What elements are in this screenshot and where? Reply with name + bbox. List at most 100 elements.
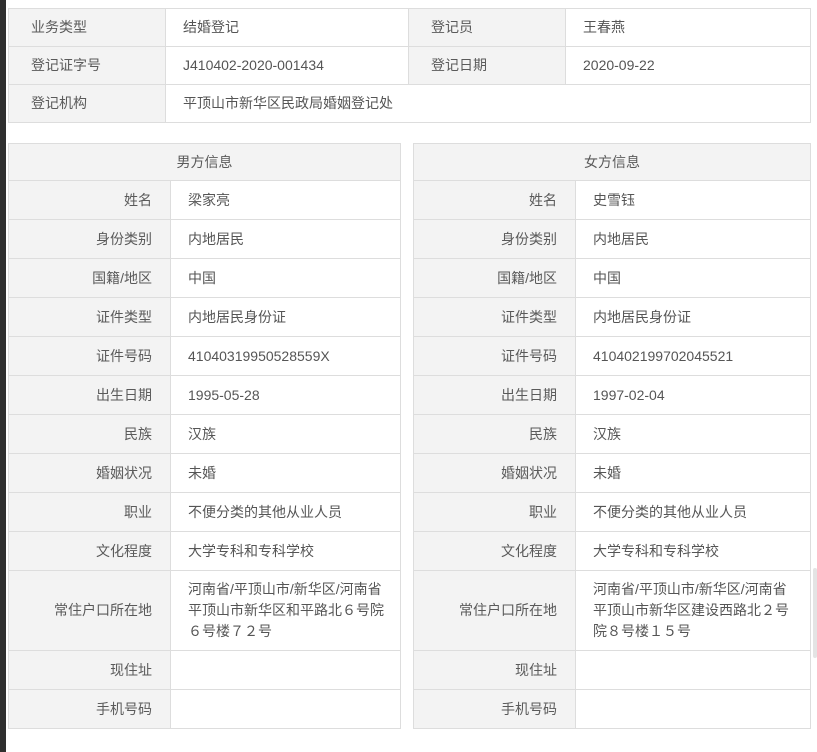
field-value — [170, 689, 401, 729]
table-row: 登记机构 平顶山市新华区民政局婚姻登记处 — [8, 84, 811, 123]
field-label: 常住户口所在地 — [413, 570, 576, 651]
scrollbar-thumb-fragment[interactable] — [813, 568, 817, 658]
field-label: 证件号码 — [413, 336, 576, 376]
table-row: 国籍/地区 中国 — [8, 258, 401, 298]
field-label: 姓名 — [413, 180, 576, 220]
field-value: 平顶山市新华区民政局婚姻登记处 — [165, 84, 811, 123]
table-row: 婚姻状况 未婚 — [8, 453, 401, 493]
field-value: 史雪钰 — [575, 180, 811, 220]
field-label: 出生日期 — [8, 375, 171, 415]
table-row: 身份类别 内地居民 — [413, 219, 811, 259]
table-row: 常住户口所在地 河南省/平顶山市/新华区/河南省平顶山市新华区建设西路北２号院８号… — [413, 570, 811, 651]
field-value: 内地居民 — [170, 219, 401, 259]
field-value — [575, 689, 811, 729]
field-value: 1997-02-04 — [575, 375, 811, 415]
female-info-table: 女方信息 姓名 史雪钰 身份类别 内地居民 国籍/地区 中国 证件类型 内地居民身份证 证件号码… — [413, 143, 811, 729]
field-label: 手机号码 — [413, 689, 576, 729]
table-row: 手机号码 — [413, 689, 811, 729]
table-row: 证件号码 41040319950528559X — [8, 336, 401, 376]
field-label: 身份类别 — [413, 219, 576, 259]
table-row: 婚姻状况 未婚 — [413, 453, 811, 493]
field-value: 结婚登记 — [165, 8, 409, 47]
field-label: 登记员 — [408, 8, 566, 47]
table-row: 文化程度 大学专科和专科学校 — [8, 531, 401, 571]
field-value: 中国 — [170, 258, 401, 298]
field-value: 河南省/平顶山市/新华区/河南省平顶山市新华区和平路北６号院６号楼７２号 — [170, 570, 401, 651]
table-row: 出生日期 1995-05-28 — [8, 375, 401, 415]
field-label: 婚姻状况 — [413, 453, 576, 493]
table-row: 常住户口所在地 河南省/平顶山市/新华区/河南省平顶山市新华区和平路北６号院６号楼… — [8, 570, 401, 651]
male-info-title: 男方信息 — [8, 143, 401, 181]
field-value: 内地居民身份证 — [575, 297, 811, 337]
field-value: 大学专科和专科学校 — [575, 531, 811, 571]
field-value: 汉族 — [170, 414, 401, 454]
field-label: 证件号码 — [8, 336, 171, 376]
field-value: 河南省/平顶山市/新华区/河南省平顶山市新华区建设西路北２号院８号楼１５号 — [575, 570, 811, 651]
table-row: 登记证字号 J410402-2020-001434 登记日期 2020-09-2… — [8, 46, 811, 85]
field-label: 手机号码 — [8, 689, 171, 729]
field-label: 证件类型 — [413, 297, 576, 337]
table-row: 职业 不便分类的其他从业人员 — [8, 492, 401, 532]
table-row: 姓名 史雪钰 — [413, 180, 811, 220]
field-value — [575, 650, 811, 690]
field-value: 梁家亮 — [170, 180, 401, 220]
female-info-title: 女方信息 — [413, 143, 811, 181]
table-row: 现住址 — [413, 650, 811, 690]
field-label: 民族 — [8, 414, 171, 454]
field-label: 证件类型 — [8, 297, 171, 337]
field-value: 中国 — [575, 258, 811, 298]
left-edge-strip — [0, 0, 6, 752]
table-row: 手机号码 — [8, 689, 401, 729]
field-value: 1995-05-28 — [170, 375, 401, 415]
table-header-row: 女方信息 — [413, 143, 811, 181]
field-label: 登记日期 — [408, 46, 566, 85]
field-label: 出生日期 — [413, 375, 576, 415]
field-label: 国籍/地区 — [8, 258, 171, 298]
field-label: 姓名 — [8, 180, 171, 220]
field-label: 登记机构 — [8, 84, 166, 123]
field-value: 内地居民身份证 — [170, 297, 401, 337]
field-value: 汉族 — [575, 414, 811, 454]
field-value: 不便分类的其他从业人员 — [170, 492, 401, 532]
field-label: 职业 — [8, 492, 171, 532]
table-row: 民族 汉族 — [8, 414, 401, 454]
field-value: J410402-2020-001434 — [165, 46, 409, 85]
field-value: 不便分类的其他从业人员 — [575, 492, 811, 532]
field-label: 业务类型 — [8, 8, 166, 47]
male-info-table: 男方信息 姓名 梁家亮 身份类别 内地居民 国籍/地区 中国 证件类型 内地居民身份证 证件号码… — [8, 143, 401, 729]
field-label: 文化程度 — [8, 531, 171, 571]
table-row: 国籍/地区 中国 — [413, 258, 811, 298]
field-label: 常住户口所在地 — [8, 570, 171, 651]
field-value: 未婚 — [170, 453, 401, 493]
table-row: 职业 不便分类的其他从业人员 — [413, 492, 811, 532]
field-value: 41040319950528559X — [170, 336, 401, 376]
table-row: 证件类型 内地居民身份证 — [8, 297, 401, 337]
field-label: 登记证字号 — [8, 46, 166, 85]
field-label: 现住址 — [8, 650, 171, 690]
table-row: 业务类型 结婚登记 登记员 王春燕 — [8, 8, 811, 47]
table-row: 现住址 — [8, 650, 401, 690]
table-row: 姓名 梁家亮 — [8, 180, 401, 220]
table-row: 证件号码 410402199702045521 — [413, 336, 811, 376]
field-value — [170, 650, 401, 690]
field-value: 内地居民 — [575, 219, 811, 259]
field-label: 身份类别 — [8, 219, 171, 259]
field-label: 婚姻状况 — [8, 453, 171, 493]
field-value: 未婚 — [575, 453, 811, 493]
field-label: 国籍/地区 — [413, 258, 576, 298]
registration-summary-table: 业务类型 结婚登记 登记员 王春燕 登记证字号 J410402-2020-001… — [8, 8, 811, 123]
table-row: 证件类型 内地居民身份证 — [413, 297, 811, 337]
table-header-row: 男方信息 — [8, 143, 401, 181]
field-value: 王春燕 — [565, 8, 811, 47]
table-row: 文化程度 大学专科和专科学校 — [413, 531, 811, 571]
table-row: 出生日期 1997-02-04 — [413, 375, 811, 415]
field-label: 现住址 — [413, 650, 576, 690]
field-value: 2020-09-22 — [565, 46, 811, 85]
field-value: 大学专科和专科学校 — [170, 531, 401, 571]
table-row: 身份类别 内地居民 — [8, 219, 401, 259]
field-label: 民族 — [413, 414, 576, 454]
field-label: 文化程度 — [413, 531, 576, 571]
field-value: 410402199702045521 — [575, 336, 811, 376]
field-label: 职业 — [413, 492, 576, 532]
